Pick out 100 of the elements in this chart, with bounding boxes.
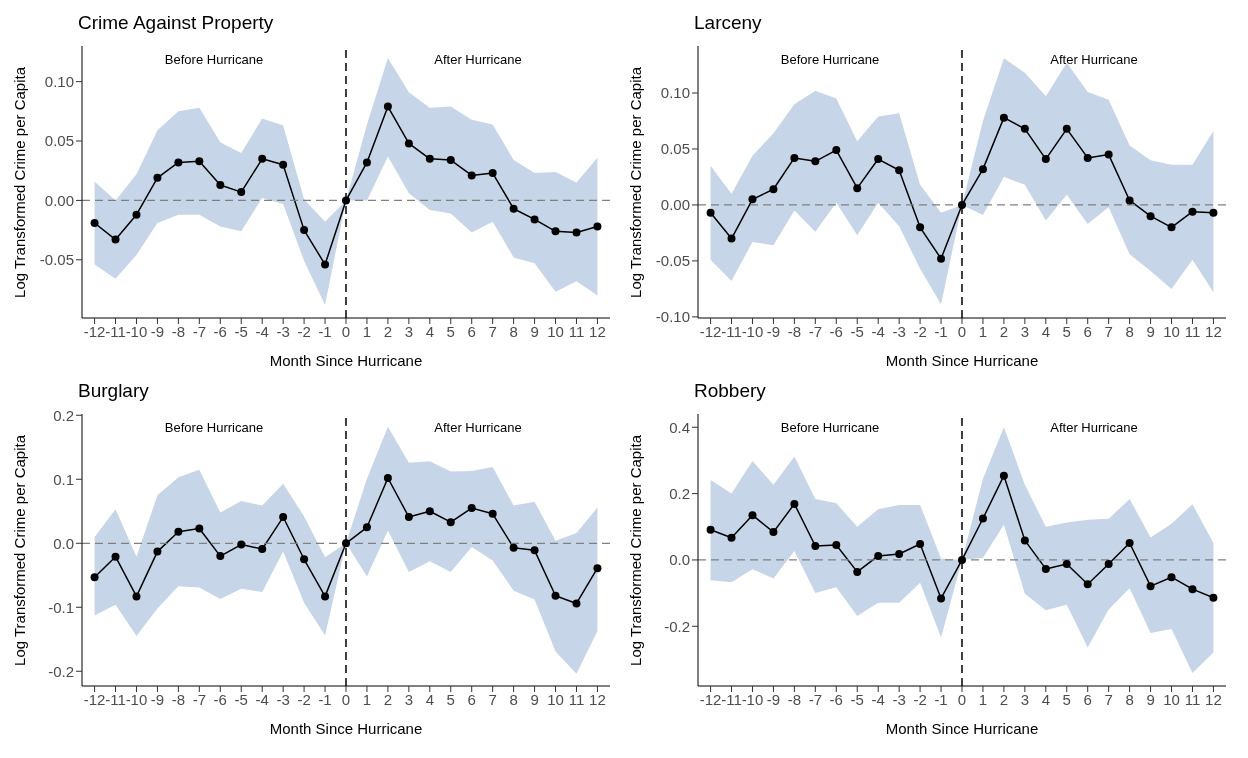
- point: [1125, 539, 1134, 548]
- point: [404, 513, 413, 522]
- point: [811, 542, 820, 551]
- x-tick-label: -2: [913, 690, 927, 708]
- point: [1062, 559, 1071, 568]
- x-tick-label: -5: [234, 322, 248, 340]
- x-tick-label: 0: [957, 322, 967, 340]
- x-tick-label: 2: [383, 690, 393, 708]
- x-tick-label: -10: [125, 690, 148, 708]
- point: [895, 166, 904, 175]
- y-tick-label: 0.10: [660, 84, 690, 102]
- x-tick-label: 11: [1184, 690, 1201, 708]
- y-tick-label: -0.05: [39, 251, 74, 269]
- point: [811, 157, 820, 166]
- x-tick-label: -8: [171, 690, 186, 708]
- x-tick-label: 11: [1184, 322, 1201, 340]
- point: [1167, 223, 1176, 232]
- x-tick-label: -7: [192, 690, 207, 708]
- point: [509, 204, 518, 213]
- point: [446, 518, 455, 527]
- x-tick-label: 8: [509, 322, 518, 340]
- point: [321, 592, 330, 601]
- point: [790, 153, 799, 162]
- x-tick-label: -12: [83, 690, 106, 708]
- point: [1041, 155, 1050, 164]
- point: [404, 139, 413, 148]
- x-tick-label: -2: [297, 322, 311, 340]
- point: [999, 471, 1008, 480]
- point: [258, 545, 267, 554]
- point: [727, 234, 736, 243]
- y-tick-label: 0.05: [660, 140, 690, 158]
- y-tick-label: 0.00: [660, 196, 690, 214]
- point: [769, 185, 778, 194]
- point: [1125, 196, 1134, 205]
- x-tick-label: 3: [1020, 690, 1030, 708]
- x-tick-label: -8: [787, 690, 802, 708]
- x-tick-label: -4: [871, 690, 885, 708]
- point: [90, 218, 99, 227]
- x-tick-label: 4: [425, 690, 434, 708]
- x-tick-label: 4: [1041, 690, 1050, 708]
- x-tick-label: -4: [871, 322, 885, 340]
- y-tick-label: 0.2: [669, 484, 690, 502]
- point: [111, 235, 120, 244]
- point: [706, 208, 715, 217]
- x-tick-label: 9: [530, 690, 539, 708]
- point: [383, 474, 392, 482]
- point: [1188, 207, 1197, 216]
- x-tick-label: -1: [318, 690, 332, 708]
- point: [153, 547, 162, 556]
- point: [853, 567, 862, 576]
- x-tick-label: 7: [488, 690, 497, 708]
- x-tick-label: -12: [699, 322, 722, 340]
- point: [279, 513, 288, 522]
- point: [1062, 124, 1071, 133]
- x-tick-label: -5: [234, 690, 248, 708]
- x-tick-label: 5: [446, 322, 455, 340]
- x-tick-label: 6: [1083, 690, 1092, 708]
- annotation: After Hurricane: [1049, 52, 1139, 67]
- point: [1020, 536, 1029, 545]
- x-tick-label: -8: [171, 322, 186, 340]
- point: [1188, 585, 1197, 594]
- x-tick-label: 3: [404, 322, 414, 340]
- y-tick-label: 0.0: [669, 551, 690, 569]
- x-tick-label: 6: [467, 690, 476, 708]
- point: [593, 564, 602, 573]
- x-tick-label: 5: [1062, 322, 1071, 340]
- point: [300, 226, 309, 235]
- point: [153, 173, 162, 182]
- chart-title: Burglary: [77, 379, 150, 403]
- point: [321, 260, 330, 269]
- x-tick-label: 1: [362, 690, 372, 708]
- y-tick-label: 0.2: [53, 406, 74, 424]
- x-axis-title: Month Since Hurricane: [885, 720, 1039, 737]
- y-tick-label: 0.05: [44, 132, 74, 150]
- point: [1209, 593, 1218, 602]
- y-tick-label: 0.4: [669, 418, 690, 436]
- x-tick-label: 1: [978, 690, 988, 708]
- chart-title: Robbery: [693, 379, 767, 403]
- point: [832, 146, 841, 155]
- x-tick-label: -2: [913, 322, 927, 340]
- x-tick-label: -9: [150, 322, 165, 340]
- x-tick-label: -3: [892, 690, 906, 708]
- point: [216, 180, 225, 189]
- x-tick-label: 12: [589, 690, 606, 708]
- x-tick-label: 12: [1205, 322, 1222, 340]
- x-tick-label: 7: [1104, 690, 1113, 708]
- point: [999, 113, 1008, 122]
- x-tick-label: -1: [934, 322, 948, 340]
- x-tick-label: -4: [255, 690, 269, 708]
- point: [195, 524, 204, 533]
- x-axis-title: Month Since Hurricane: [269, 352, 423, 369]
- x-tick-label: -12: [83, 322, 106, 340]
- point: [467, 504, 476, 513]
- point: [258, 154, 267, 163]
- x-tick-label: -7: [808, 690, 823, 708]
- point: [300, 555, 309, 564]
- point: [174, 527, 183, 536]
- point: [425, 154, 434, 163]
- x-tick-label: 1: [362, 322, 372, 340]
- point: [769, 528, 778, 537]
